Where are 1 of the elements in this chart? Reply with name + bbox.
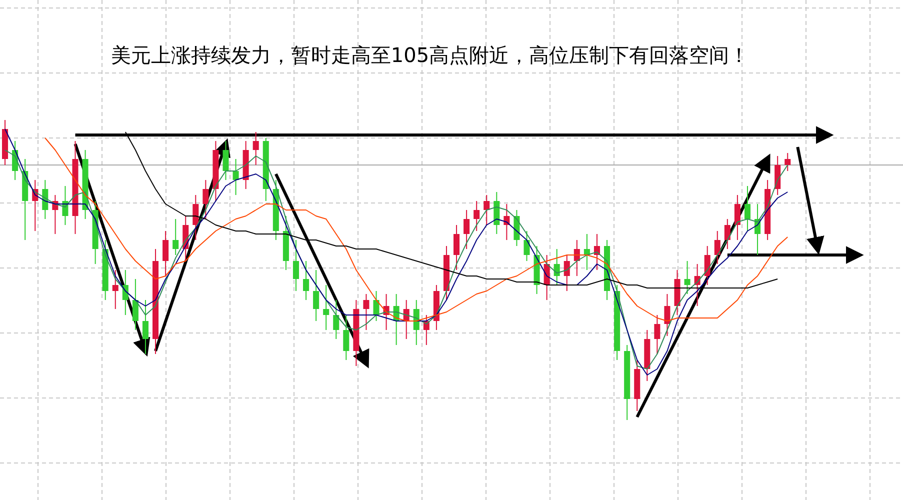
chart-title: 美元上涨持续发力，暂时走高至105高点附近，高位压制下有回落空间！ — [110, 43, 750, 67]
